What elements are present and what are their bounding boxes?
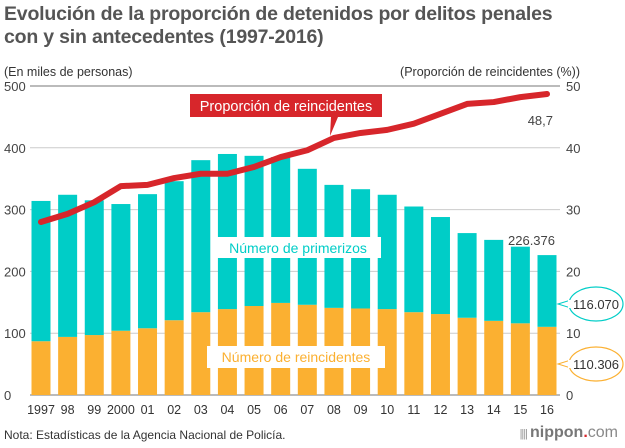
bar-primerizos: [457, 233, 477, 318]
line-layer: [38, 91, 550, 225]
series-label-primerizos: Número de primerizos: [229, 240, 367, 256]
bar-reincidentes: [138, 328, 158, 395]
y-tick-left: 100: [4, 326, 26, 341]
bar-primerizos: [271, 157, 291, 303]
annotation-total-last: 226.376: [508, 233, 555, 248]
x-tick-label: 98: [61, 403, 75, 417]
bar-reincidentes: [58, 336, 78, 395]
bar-reincidentes: [191, 312, 211, 395]
series-line-proporcion: [38, 91, 550, 225]
y-tick-right: 40: [566, 141, 580, 156]
logo-mark-icon: ||||: [519, 428, 529, 440]
bar-reincidentes: [537, 326, 557, 395]
y-tick-right: 20: [566, 264, 580, 279]
y-tick-right: 30: [566, 203, 580, 218]
series-label-bg: [207, 346, 385, 368]
y-tick-left: 400: [4, 141, 26, 156]
bar-reincidentes: [510, 323, 530, 395]
callout-primerizos-mask: [568, 300, 576, 308]
x-tick-label: 07: [300, 403, 314, 417]
y-tick-right: 0: [566, 388, 573, 403]
bar-primerizos: [58, 194, 78, 337]
x-tick-label: 03: [194, 403, 208, 417]
bar-primerizos: [297, 168, 317, 305]
x-tick-label: 16: [540, 403, 554, 417]
chart-title: Evolución de la proporción de detenidos …: [4, 3, 553, 49]
bars-layer: [31, 153, 557, 395]
x-tick-label: 99: [87, 403, 101, 417]
x-tick-label: 05: [247, 403, 261, 417]
bar-reincidentes: [164, 320, 184, 395]
x-tick-label: 15: [513, 403, 527, 417]
y-tick-left: 300: [4, 203, 26, 218]
y-tick-right: 50: [566, 79, 580, 94]
chart-title-line2: con y sin antecedentes (1997-2016): [4, 26, 324, 48]
x-tick-label: 12: [434, 403, 448, 417]
bar-primerizos: [377, 194, 397, 310]
bar-reincidentes: [111, 330, 131, 395]
chart-title-line1: Evolución de la proporción de detenidos …: [4, 3, 553, 25]
series-label-reincidentes: Número de reincidentes: [222, 349, 371, 365]
bar-primerizos: [111, 204, 131, 331]
x-tick-label: 01: [141, 403, 155, 417]
series-label-proporcion: Proporción de reincidentes: [200, 99, 373, 115]
bar-primerizos: [31, 200, 51, 342]
bar-primerizos: [191, 160, 211, 313]
bar-primerizos: [164, 181, 184, 321]
x-tick-label: 11: [407, 403, 420, 417]
bar-primerizos: [537, 255, 557, 327]
logo-dot: .: [583, 424, 588, 441]
x-tick-label: 08: [327, 403, 341, 417]
x-tick-label: 14: [487, 403, 501, 417]
bar-primerizos: [484, 239, 504, 321]
x-tick-label: 06: [274, 403, 288, 417]
bar-primerizos: [430, 217, 450, 315]
callout-primerizos: 116.070: [573, 297, 619, 312]
series-label-bg: [215, 237, 381, 258]
bar-reincidentes: [84, 335, 104, 395]
bar-primerizos: [244, 155, 264, 307]
bar-reincidentes: [484, 320, 504, 395]
labels-layer: (En miles de personas) (Proporción de re…: [4, 65, 624, 417]
bar-primerizos: [138, 194, 158, 329]
x-tick-label: 13: [460, 403, 474, 417]
y-axis-left-label: (En miles de personas): [4, 65, 133, 79]
logo-tld: com: [587, 424, 618, 441]
callout-reincidentes: 110.306: [573, 357, 619, 372]
line-label-box: [190, 94, 382, 136]
x-tick-label: 1997: [27, 403, 55, 417]
bar-reincidentes: [404, 312, 424, 395]
source-note: Nota: Estadísticas de la Agencia Naciona…: [4, 428, 286, 442]
y-axis-right-label: (Proporción de reincidentes (%)): [400, 65, 580, 79]
bar-primerizos: [84, 200, 104, 336]
bar-reincidentes: [430, 314, 450, 395]
nippon-logo: |||| nippon.com: [520, 424, 618, 442]
bar-primerizos: [510, 246, 530, 324]
y-tick-right: 10: [566, 326, 580, 341]
y-tick-left: 0: [4, 388, 11, 403]
annotation-ratio-last: 48,7: [528, 113, 553, 128]
x-tick-label: 02: [167, 403, 181, 417]
y-tick-left: 200: [4, 264, 26, 279]
y-tick-left: 500: [4, 79, 26, 94]
bar-reincidentes: [377, 309, 397, 395]
bar-reincidentes: [31, 341, 51, 395]
bar-primerizos: [404, 206, 424, 313]
x-tick-label: 04: [220, 403, 234, 417]
callout-reincidentes-mask: [568, 360, 576, 368]
x-tick-label: 2000: [107, 403, 135, 417]
x-tick-label: 10: [380, 403, 394, 417]
logo-name: nippon: [530, 424, 584, 441]
x-tick-label: 09: [354, 403, 368, 417]
bar-reincidentes: [457, 317, 477, 395]
bar-primerizos: [217, 153, 237, 310]
